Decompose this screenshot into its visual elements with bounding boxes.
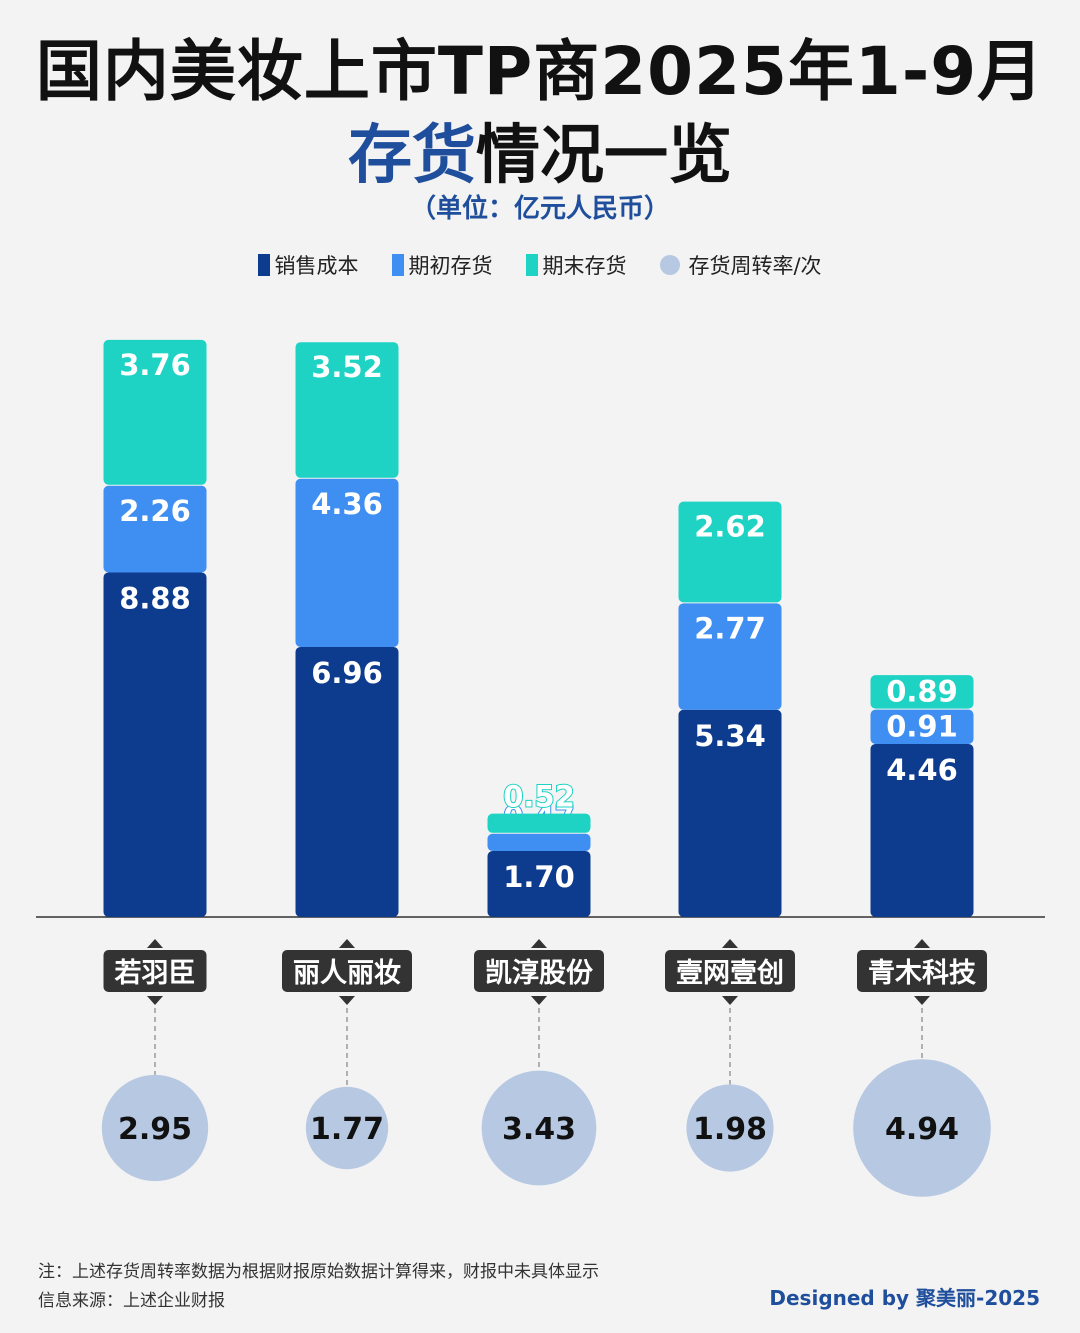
footnote-line1: 注：上述存货周转率数据为根据财报原始数据计算得来，财报中未具体显示 xyxy=(38,1262,599,1282)
legend-item-cost: 销售成本 xyxy=(258,250,358,280)
bar-segment-1-1 xyxy=(103,572,207,917)
legend-label-cost: 销售成本 xyxy=(274,254,359,278)
turnover-value-label: 4.94 xyxy=(885,1112,959,1147)
bar-segment-3-1 xyxy=(103,339,207,485)
connector-arrow-up xyxy=(531,939,547,948)
bar-value-label: 0.91 xyxy=(886,709,958,743)
legend-item-closing: 期末存货 xyxy=(526,250,626,280)
company-name-label: 壹网壹创 xyxy=(676,958,784,989)
connector-arrow-up xyxy=(722,939,738,948)
company-label-bg xyxy=(474,950,604,992)
company-name-label: 若羽臣 xyxy=(115,958,196,989)
turnover-bubble xyxy=(305,1086,389,1170)
turnover-value-label: 1.77 xyxy=(310,1112,384,1147)
legend-swatch-turnover xyxy=(660,255,681,275)
bar-value-label: 4.46 xyxy=(886,753,958,787)
bar-segment-3-4 xyxy=(678,501,782,603)
bar-segment-2-2 xyxy=(295,478,399,647)
company-name-label: 凯淳股份 xyxy=(485,957,593,989)
bar-value-label: 2.77 xyxy=(694,611,766,645)
turnover-bubble xyxy=(481,1070,597,1186)
connector-arrow-up xyxy=(339,939,355,948)
bar-segment-1-4 xyxy=(678,709,782,917)
footnote-line2: 信息来源：上述企业财报 xyxy=(38,1291,225,1311)
connector-arrow-down xyxy=(531,996,547,1005)
turnover-value-label: 2.95 xyxy=(118,1112,192,1147)
bar-value-label: 5.34 xyxy=(694,719,766,753)
chart-title-line2: 存货情况一览 xyxy=(0,104,1080,196)
legend-label-closing: 期末存货 xyxy=(542,254,627,278)
company-label-bg xyxy=(665,950,795,992)
legend: 销售成本 期初存货 期末存货 存货周转率/次 xyxy=(0,250,1080,280)
company-label-bg xyxy=(857,950,987,992)
unit-label: （单位：亿元人民币） xyxy=(409,194,670,224)
connector-arrow-down xyxy=(147,996,163,1005)
legend-label-opening: 期初存货 xyxy=(408,254,493,278)
bar-value-label: 8.88 xyxy=(119,581,191,615)
turnover-bubble xyxy=(686,1084,774,1172)
legend-item-opening: 期初存货 xyxy=(392,250,492,280)
credit: Designed by 聚美丽-2025 xyxy=(769,1286,1040,1310)
bar-value-label: 3.52 xyxy=(311,350,383,384)
connector-arrow-down xyxy=(722,996,738,1005)
turnover-bubble xyxy=(101,1074,209,1182)
company-name-label: 青木科技 xyxy=(868,958,976,989)
legend-swatch-cost xyxy=(258,254,271,276)
bar-value-label: 2.62 xyxy=(694,510,766,544)
bar-segment-2-3 xyxy=(487,833,591,852)
connector-arrow-down xyxy=(339,996,355,1005)
bar-value-label: 3.76 xyxy=(119,348,191,382)
bar-value-label: 1.70 xyxy=(503,860,575,894)
company-label-bg xyxy=(103,950,207,992)
title-highlight: 存货 xyxy=(348,119,476,193)
legend-swatch-closing xyxy=(526,254,539,276)
connector-arrow-up xyxy=(147,939,163,948)
bar-segment-3-3 xyxy=(487,813,591,833)
legend-swatch-opening xyxy=(392,254,405,276)
bar-segment-3-2 xyxy=(295,342,399,478)
turnover-bubble xyxy=(853,1059,991,1197)
bar-value-label: 4.36 xyxy=(311,487,383,521)
connector-arrow-up xyxy=(914,939,930,948)
turnover-value-label: 3.43 xyxy=(502,1112,576,1147)
bar-segment-2-4 xyxy=(678,603,782,710)
company-name-label: 丽人丽妆 xyxy=(293,958,401,989)
connector-arrow-down xyxy=(914,996,930,1005)
bar-value-label: 2.26 xyxy=(119,494,191,528)
turnover-value-label: 1.98 xyxy=(693,1112,767,1147)
legend-item-turnover: 存货周转率/次 xyxy=(660,250,822,280)
bar-segment-1-5 xyxy=(870,743,974,917)
legend-label-turnover: 存货周转率/次 xyxy=(688,254,822,278)
footnote: 注：上述存货周转率数据为根据财报原始数据计算得来，财报中未具体显示 信息来源：上… xyxy=(38,1258,599,1316)
bar-segment-2-5 xyxy=(870,709,974,744)
bar-segment-2-1 xyxy=(103,485,207,573)
chart-title-line1: 国内美妆上市TP商2025年1-9月 xyxy=(35,33,1045,110)
company-label-bg xyxy=(282,950,412,992)
title-rest: 情况一览 xyxy=(476,119,732,193)
bar-value-label: 0.89 xyxy=(886,674,958,708)
bar-value-label: 0.52 xyxy=(503,780,575,814)
bar-segment-1-2 xyxy=(295,646,399,917)
bar-segment-3-5 xyxy=(870,675,974,709)
bar-value-label: 6.96 xyxy=(311,656,383,690)
bar-segment-1-3 xyxy=(487,851,591,917)
